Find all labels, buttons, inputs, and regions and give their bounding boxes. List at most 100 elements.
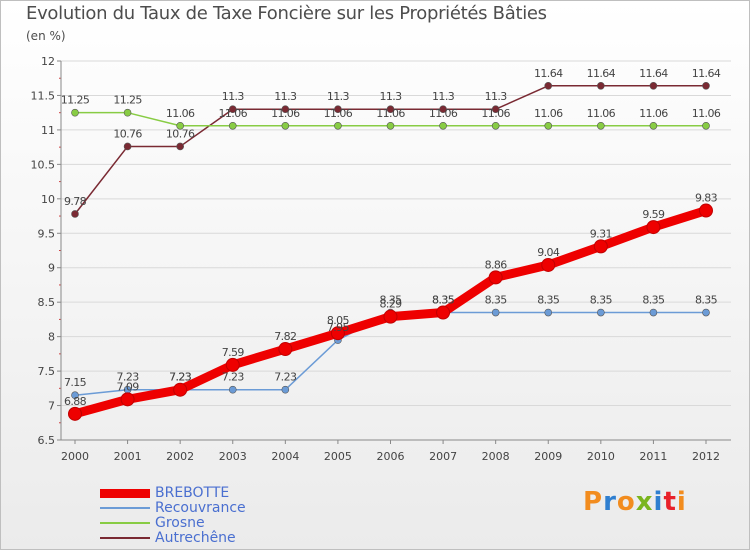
data-point bbox=[491, 308, 500, 317]
data-point bbox=[702, 121, 710, 130]
data-point bbox=[334, 105, 342, 114]
x-tick-label: 2001 bbox=[114, 450, 142, 463]
data-label: 9.31 bbox=[590, 227, 612, 240]
legend-label: Recouvrance bbox=[155, 500, 246, 516]
data-point bbox=[699, 203, 713, 218]
data-point bbox=[544, 82, 553, 90]
chart-title: Evolution du Taux de Taxe Foncière sur l… bbox=[26, 3, 547, 24]
data-label: 10.76 bbox=[166, 127, 195, 140]
data-point bbox=[386, 121, 395, 130]
data-label: 11.06 bbox=[271, 107, 300, 120]
data-point bbox=[702, 308, 710, 317]
data-label: 11.64 bbox=[587, 67, 616, 80]
data-label: 11.64 bbox=[534, 67, 563, 80]
data-point bbox=[281, 105, 290, 114]
y-tick-label: 9.5 bbox=[38, 227, 56, 240]
y-tick-label: 7.5 bbox=[38, 365, 56, 378]
data-label: 11.25 bbox=[113, 94, 142, 107]
data-point bbox=[439, 121, 447, 130]
data-label: 11.06 bbox=[692, 107, 721, 120]
data-label: 11.3 bbox=[432, 90, 455, 103]
data-label: 11.06 bbox=[219, 107, 248, 120]
data-label: 8.35 bbox=[379, 294, 402, 307]
data-point bbox=[225, 357, 240, 372]
x-tick-label: 2000 bbox=[61, 450, 89, 463]
logo-letter: o bbox=[616, 487, 636, 517]
data-label: 9.04 bbox=[537, 246, 560, 259]
data-point bbox=[439, 105, 447, 114]
x-tick-label: 2008 bbox=[482, 450, 510, 463]
data-point bbox=[597, 121, 605, 130]
data-label: 11.64 bbox=[639, 67, 668, 80]
legend-swatch bbox=[100, 537, 150, 539]
data-label: 11.3 bbox=[274, 90, 297, 103]
data-point bbox=[544, 121, 553, 130]
data-point bbox=[71, 108, 79, 117]
legend-label: Autrechêne bbox=[155, 530, 236, 546]
data-point bbox=[386, 105, 395, 114]
y-tick-label: 8 bbox=[48, 331, 55, 344]
data-point bbox=[488, 270, 503, 285]
legend-swatch bbox=[100, 507, 150, 509]
x-tick-label: 2011 bbox=[639, 450, 667, 463]
x-tick-label: 2005 bbox=[324, 450, 352, 463]
data-point bbox=[281, 385, 290, 394]
data-label: 8.35 bbox=[642, 294, 665, 307]
x-tick-label: 2012 bbox=[692, 450, 720, 463]
data-label: 7.15 bbox=[64, 376, 87, 389]
y-tick-label: 7 bbox=[48, 400, 55, 413]
y-tick-label: 8.5 bbox=[38, 296, 56, 309]
data-label: 11.25 bbox=[61, 94, 90, 107]
data-label: 8.35 bbox=[432, 294, 455, 307]
data-label: 9.78 bbox=[64, 195, 87, 208]
data-label: 11.3 bbox=[222, 90, 245, 103]
data-label: 11.3 bbox=[379, 90, 402, 103]
logo-letter: r bbox=[603, 487, 617, 517]
legend-label: Grosne bbox=[155, 515, 205, 531]
data-label: 7.23 bbox=[169, 371, 192, 384]
data-label: 8.35 bbox=[695, 294, 718, 307]
data-label: 8.35 bbox=[485, 294, 508, 307]
data-label: 11.06 bbox=[376, 107, 405, 120]
legend-swatch bbox=[100, 488, 150, 498]
data-label: 7.82 bbox=[274, 330, 296, 343]
y-tick-label: 12 bbox=[41, 55, 55, 68]
x-tick-label: 2010 bbox=[587, 450, 615, 463]
data-point bbox=[436, 305, 451, 320]
y-tick-label: 9 bbox=[48, 262, 55, 275]
data-label: 8.29 bbox=[379, 298, 402, 311]
data-point bbox=[281, 121, 290, 130]
y-tick-label: 11.5 bbox=[31, 89, 56, 102]
y-tick-label: 10 bbox=[41, 193, 55, 206]
data-point bbox=[646, 220, 661, 235]
data-point bbox=[544, 308, 553, 317]
data-label: 8.35 bbox=[432, 294, 455, 307]
data-label: 7.23 bbox=[169, 371, 192, 384]
data-point bbox=[491, 105, 500, 114]
chart-subtitle: (en %) bbox=[26, 29, 66, 43]
x-tick-label: 2003 bbox=[219, 450, 247, 463]
data-label: 6.88 bbox=[64, 395, 87, 408]
data-point bbox=[176, 142, 184, 151]
data-label: 10.76 bbox=[113, 127, 142, 140]
data-label: 8.05 bbox=[327, 314, 350, 327]
data-label: 8.35 bbox=[537, 294, 560, 307]
x-tick-label: 2006 bbox=[377, 450, 405, 463]
data-point bbox=[173, 382, 188, 397]
data-point bbox=[597, 308, 605, 317]
x-tick-label: 2004 bbox=[271, 450, 299, 463]
y-tick-label: 11 bbox=[41, 124, 55, 137]
data-point bbox=[123, 108, 132, 117]
data-label: 7.59 bbox=[222, 346, 245, 359]
data-label: 11.06 bbox=[587, 107, 616, 120]
data-point bbox=[334, 121, 342, 130]
data-point bbox=[176, 121, 184, 130]
x-tick-label: 2002 bbox=[166, 450, 194, 463]
data-point bbox=[597, 82, 605, 90]
data-point bbox=[702, 82, 710, 90]
logo-letter: i bbox=[676, 487, 687, 517]
data-label: 7.09 bbox=[117, 380, 140, 393]
series-line-autrechêne bbox=[74, 85, 707, 215]
data-label: 9.83 bbox=[695, 192, 718, 205]
